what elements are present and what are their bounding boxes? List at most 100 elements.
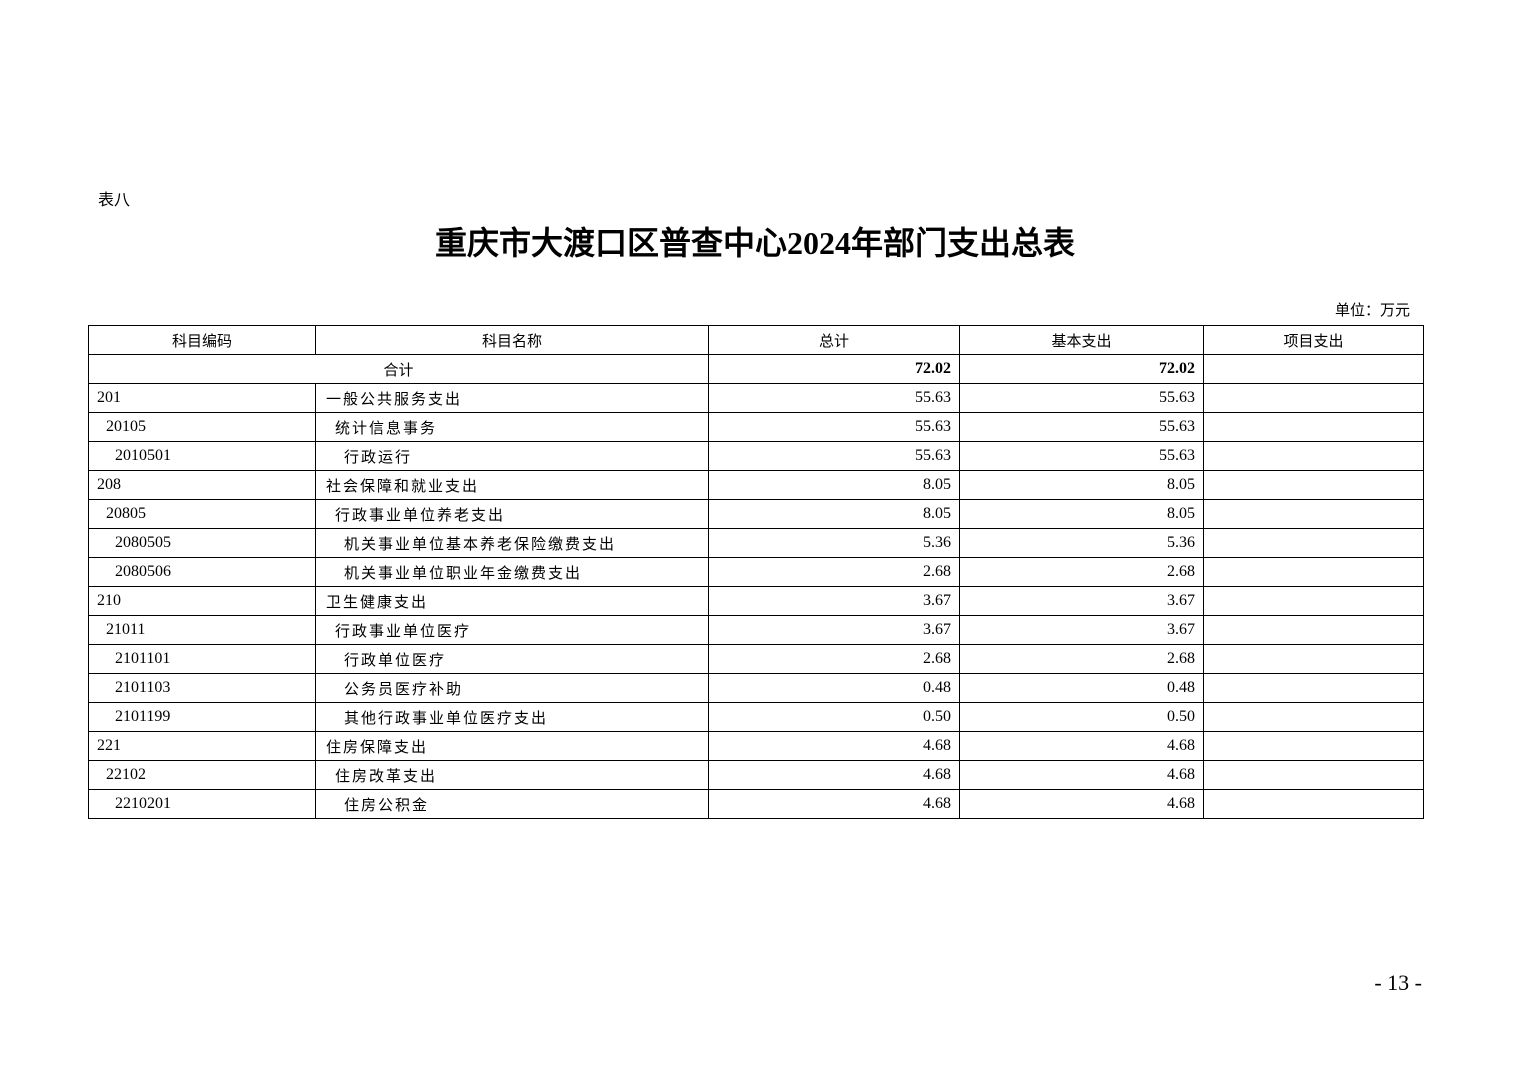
basic-cell: 8.05 bbox=[959, 470, 1204, 500]
page-number: - 13 - bbox=[1374, 970, 1422, 995]
table-row: 2101103 公务员医疗补助 0.48 0.48 bbox=[88, 673, 1424, 703]
name-cell: 社会保障和就业支出 bbox=[315, 470, 709, 500]
basic-cell: 0.50 bbox=[959, 702, 1204, 732]
project-cell bbox=[1203, 760, 1424, 790]
total-cell: 0.48 bbox=[708, 673, 960, 703]
basic-cell: 4.68 bbox=[959, 731, 1204, 761]
header-name: 科目名称 bbox=[315, 325, 709, 355]
code-cell: 2101199 bbox=[88, 702, 316, 732]
total-cell: 2.68 bbox=[708, 644, 960, 674]
table-label: 表八 bbox=[98, 190, 131, 209]
name-cell: 卫生健康支出 bbox=[315, 586, 709, 616]
code-cell: 2210201 bbox=[88, 789, 316, 819]
basic-cell: 5.36 bbox=[959, 528, 1204, 558]
total-cell: 2.68 bbox=[708, 557, 960, 587]
table-row: 221 住房保障支出 4.68 4.68 bbox=[88, 731, 1424, 761]
unit-note: 单位：万元 bbox=[1334, 301, 1410, 319]
header-code: 科目编码 bbox=[88, 325, 316, 355]
table-row: 21011 行政事业单位医疗 3.67 3.67 bbox=[88, 615, 1424, 645]
table-row: 210 卫生健康支出 3.67 3.67 bbox=[88, 586, 1424, 616]
project-cell bbox=[1203, 412, 1424, 442]
project-cell bbox=[1203, 673, 1424, 703]
total-cell: 8.05 bbox=[708, 470, 960, 500]
project-cell bbox=[1203, 789, 1424, 819]
code-cell: 2010501 bbox=[88, 441, 316, 471]
code-cell: 201 bbox=[88, 383, 316, 413]
name-cell: 行政事业单位医疗 bbox=[315, 615, 709, 645]
code-cell: 208 bbox=[88, 470, 316, 500]
code-cell: 2080505 bbox=[88, 528, 316, 558]
code-cell: 22102 bbox=[88, 760, 316, 790]
table-row: 2101101 行政单位医疗 2.68 2.68 bbox=[88, 644, 1424, 674]
code-cell: 2101101 bbox=[88, 644, 316, 674]
total-cell: 4.68 bbox=[708, 731, 960, 761]
basic-cell: 3.67 bbox=[959, 586, 1204, 616]
table-row: 201 一般公共服务支出 55.63 55.63 bbox=[88, 383, 1424, 413]
name-cell: 住房公积金 bbox=[315, 789, 709, 819]
table-row: 20805 行政事业单位养老支出 8.05 8.05 bbox=[88, 499, 1424, 529]
basic-cell: 55.63 bbox=[959, 412, 1204, 442]
project-cell bbox=[1203, 383, 1424, 413]
table-row: 2080505 机关事业单位基本养老保险缴费支出 5.36 5.36 bbox=[88, 528, 1424, 558]
total-cell: 5.36 bbox=[708, 528, 960, 558]
expenditure-table: 科目编码 科目名称 总计 基本支出 项目支出 合计 72.02 72.02 20… bbox=[88, 325, 1424, 819]
project-cell bbox=[1203, 702, 1424, 732]
code-cell: 20105 bbox=[88, 412, 316, 442]
name-cell: 机关事业单位职业年金缴费支出 bbox=[315, 557, 709, 587]
total-row: 合计 72.02 72.02 bbox=[88, 354, 1424, 384]
code-cell: 20805 bbox=[88, 499, 316, 529]
name-cell: 行政运行 bbox=[315, 441, 709, 471]
name-cell: 其他行政事业单位医疗支出 bbox=[315, 702, 709, 732]
total-cell: 0.50 bbox=[708, 702, 960, 732]
basic-cell: 4.68 bbox=[959, 789, 1204, 819]
name-cell: 住房改革支出 bbox=[315, 760, 709, 790]
header-basic: 基本支出 bbox=[959, 325, 1204, 355]
code-cell: 2080506 bbox=[88, 557, 316, 587]
code-cell: 221 bbox=[88, 731, 316, 761]
total-cell: 4.68 bbox=[708, 789, 960, 819]
total-cell: 4.68 bbox=[708, 760, 960, 790]
project-cell bbox=[1203, 586, 1424, 616]
total-total: 72.02 bbox=[708, 354, 960, 384]
total-cell: 8.05 bbox=[708, 499, 960, 529]
table-row: 2080506 机关事业单位职业年金缴费支出 2.68 2.68 bbox=[88, 557, 1424, 587]
name-cell: 住房保障支出 bbox=[315, 731, 709, 761]
total-cell: 55.63 bbox=[708, 383, 960, 413]
total-cell: 55.63 bbox=[708, 441, 960, 471]
project-cell bbox=[1203, 470, 1424, 500]
page-title: 重庆市大渡口区普查中心2024年部门支出总表 bbox=[434, 225, 1075, 261]
table-row: 2101199 其他行政事业单位医疗支出 0.50 0.50 bbox=[88, 702, 1424, 732]
name-cell: 行政单位医疗 bbox=[315, 644, 709, 674]
name-cell: 公务员医疗补助 bbox=[315, 673, 709, 703]
code-cell: 210 bbox=[88, 586, 316, 616]
project-cell bbox=[1203, 528, 1424, 558]
table-row: 22102 住房改革支出 4.68 4.68 bbox=[88, 760, 1424, 790]
basic-cell: 4.68 bbox=[959, 760, 1204, 790]
basic-cell: 3.67 bbox=[959, 615, 1204, 645]
code-cell: 2101103 bbox=[88, 673, 316, 703]
table-row: 2210201 住房公积金 4.68 4.68 bbox=[88, 789, 1424, 819]
project-cell bbox=[1203, 557, 1424, 587]
project-cell bbox=[1203, 644, 1424, 674]
basic-cell: 8.05 bbox=[959, 499, 1204, 529]
table-header-row: 科目编码 科目名称 总计 基本支出 项目支出 bbox=[88, 325, 1424, 355]
total-label: 合计 bbox=[88, 354, 709, 384]
total-project bbox=[1203, 354, 1424, 384]
project-cell bbox=[1203, 441, 1424, 471]
table-row: 2010501 行政运行 55.63 55.63 bbox=[88, 441, 1424, 471]
basic-cell: 55.63 bbox=[959, 441, 1204, 471]
project-cell bbox=[1203, 615, 1424, 645]
basic-cell: 0.48 bbox=[959, 673, 1204, 703]
table-row: 208 社会保障和就业支出 8.05 8.05 bbox=[88, 470, 1424, 500]
project-cell bbox=[1203, 731, 1424, 761]
basic-cell: 55.63 bbox=[959, 383, 1204, 413]
name-cell: 一般公共服务支出 bbox=[315, 383, 709, 413]
header-total: 总计 bbox=[708, 325, 960, 355]
table-row: 20105 统计信息事务 55.63 55.63 bbox=[88, 412, 1424, 442]
basic-cell: 2.68 bbox=[959, 644, 1204, 674]
name-cell: 机关事业单位基本养老保险缴费支出 bbox=[315, 528, 709, 558]
name-cell: 统计信息事务 bbox=[315, 412, 709, 442]
basic-cell: 2.68 bbox=[959, 557, 1204, 587]
header-project: 项目支出 bbox=[1203, 325, 1424, 355]
project-cell bbox=[1203, 499, 1424, 529]
